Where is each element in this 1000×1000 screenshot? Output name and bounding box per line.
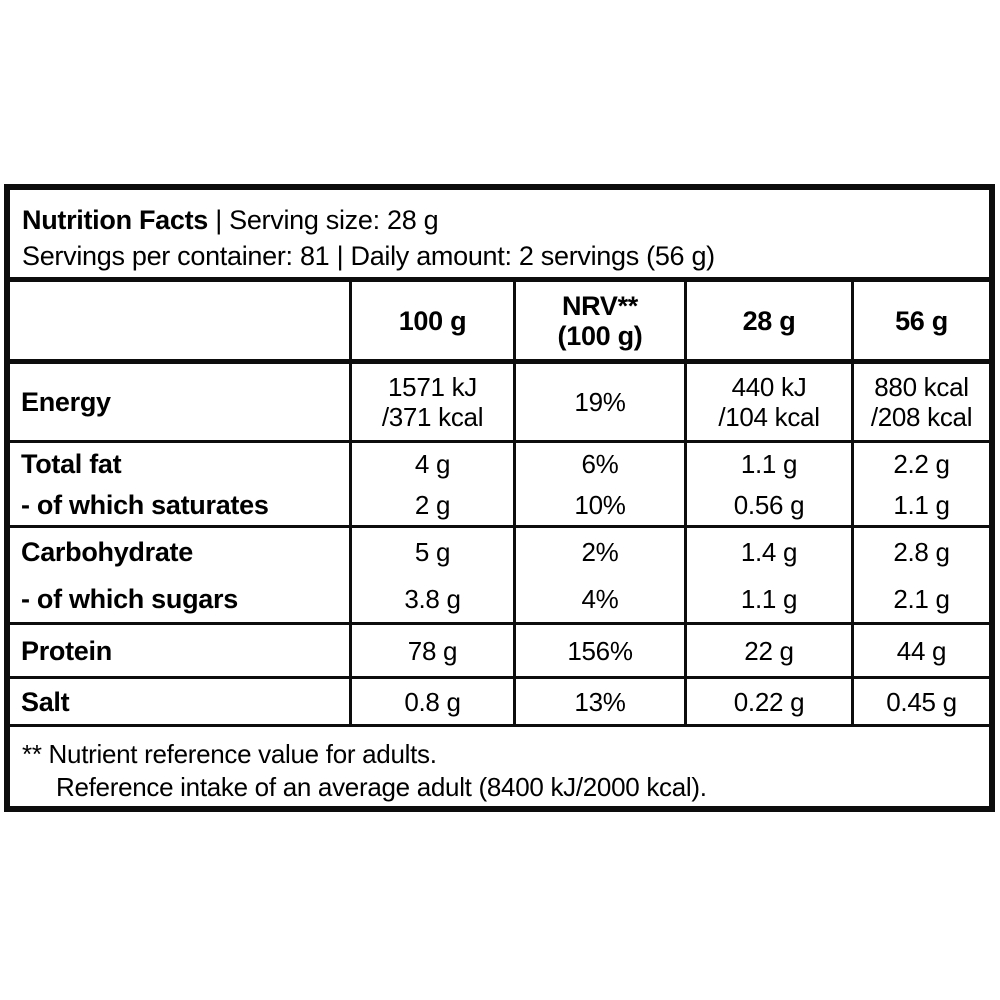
column-header-28g: 28 g (684, 282, 851, 359)
value-per-100g: 2 g (349, 484, 513, 525)
footnote-line-2: Reference intake of an average adult (84… (56, 772, 707, 802)
title-bold-text: Nutrition Facts (22, 204, 209, 235)
row-label: - of which saturates (21, 489, 269, 520)
footnote-line-1: ** Nutrient reference value for adults. (22, 739, 437, 769)
value-per-56g: 44 g (851, 625, 989, 676)
row-group-protein: Protein 78 g 156% 22 g 44 g (10, 625, 989, 679)
value-per-56g: 1.1 g (851, 484, 989, 525)
value-per-56g: 0.45 g (851, 679, 989, 724)
row-label: Salt (21, 686, 70, 717)
value-per-28g: 1.4 g (684, 528, 851, 575)
value-per-56g: 2.2 g (851, 443, 989, 484)
column-header-nrv: NRV** (100 g) (513, 282, 684, 359)
value-per-28g: 1.1 g (684, 575, 851, 622)
table-row-energy: Energy 1571 kJ /371 kcal 19% 440 kJ /104… (10, 364, 989, 440)
row-label: Energy (21, 387, 111, 417)
title-section: Nutrition Facts | Serving size: 28 g Ser… (10, 190, 989, 282)
value-per-28g: 440 kJ /104 kcal (684, 364, 851, 440)
table-row-salt: Salt 0.8 g 13% 0.22 g 0.45 g (10, 679, 989, 724)
value-nrv: 6% (513, 443, 684, 484)
row-group-energy: Energy 1571 kJ /371 kcal 19% 440 kJ /104… (10, 364, 989, 443)
value-per-28g: 1.1 g (684, 443, 851, 484)
value-per-28g: 0.22 g (684, 679, 851, 724)
table-row-total-fat: Total fat 4 g 6% 1.1 g 2.2 g (10, 443, 989, 484)
value-per-100g: 0.8 g (349, 679, 513, 724)
column-header-row: 100 g NRV** (100 g) 28 g 56 g (10, 282, 989, 364)
table-row-sugars: - of which sugars 3.8 g 4% 1.1 g 2.1 g (10, 575, 989, 622)
value-per-56g: 2.1 g (851, 575, 989, 622)
value-per-100g: 5 g (349, 528, 513, 575)
row-label: Protein (21, 635, 112, 666)
title-line-1: Nutrition Facts | Serving size: 28 g (22, 202, 977, 238)
value-per-28g: 22 g (684, 625, 851, 676)
row-group-carbohydrate: Carbohydrate 5 g 2% 1.4 g 2.8 g - of whi… (10, 528, 989, 625)
value-nrv: 19% (513, 364, 684, 440)
value-nrv: 2% (513, 528, 684, 575)
value-per-100g: 3.8 g (349, 575, 513, 622)
nutrition-facts-table: Nutrition Facts | Serving size: 28 g Ser… (4, 184, 995, 812)
value-nrv: 4% (513, 575, 684, 622)
title-line-2: Servings per container: 81 | Daily amoun… (22, 240, 715, 271)
value-per-100g: 1571 kJ /371 kcal (349, 364, 513, 440)
table-row-carbohydrate: Carbohydrate 5 g 2% 1.4 g 2.8 g (10, 528, 989, 575)
column-header-100g: 100 g (349, 282, 513, 359)
serving-size-text: | Serving size: 28 g (208, 204, 439, 235)
value-per-56g: 2.8 g (851, 528, 989, 575)
footnote-section: ** Nutrient reference value for adults. … (10, 727, 989, 806)
row-group-salt: Salt 0.8 g 13% 0.22 g 0.45 g (10, 679, 989, 727)
row-label: Carbohydrate (21, 536, 193, 567)
table-row-saturates: - of which saturates 2 g 10% 0.56 g 1.1 … (10, 484, 989, 525)
value-nrv: 13% (513, 679, 684, 724)
row-group-fat: Total fat 4 g 6% 1.1 g 2.2 g - of which … (10, 443, 989, 528)
value-nrv: 156% (513, 625, 684, 676)
value-per-56g: 880 kcal /208 kcal (851, 364, 989, 440)
value-per-100g: 78 g (349, 625, 513, 676)
table-row-protein: Protein 78 g 156% 22 g 44 g (10, 625, 989, 676)
column-header-blank (10, 282, 349, 359)
column-header-56g: 56 g (851, 282, 989, 359)
value-per-100g: 4 g (349, 443, 513, 484)
value-per-28g: 0.56 g (684, 484, 851, 525)
row-label: Total fat (21, 448, 122, 479)
value-nrv: 10% (513, 484, 684, 525)
row-label: - of which sugars (21, 583, 238, 614)
